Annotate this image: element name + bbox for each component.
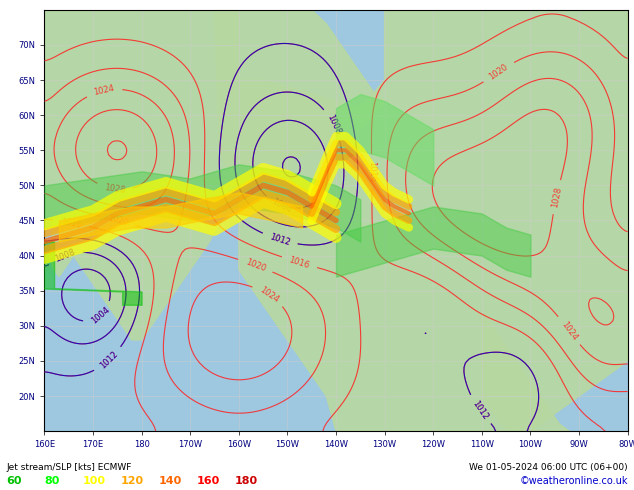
Text: 60: 60 <box>6 476 22 486</box>
Polygon shape <box>482 312 569 431</box>
Text: 1016: 1016 <box>367 161 377 182</box>
Polygon shape <box>214 10 385 185</box>
Text: 180: 180 <box>235 476 257 486</box>
Text: 140: 140 <box>158 476 182 486</box>
Polygon shape <box>49 220 74 277</box>
Text: 1028: 1028 <box>550 186 563 208</box>
Text: 1020: 1020 <box>107 214 129 228</box>
Text: 1020: 1020 <box>244 257 267 273</box>
Text: 1012: 1012 <box>268 232 291 247</box>
Text: 1008: 1008 <box>53 247 76 264</box>
Text: 1004: 1004 <box>89 305 111 326</box>
Text: 1020: 1020 <box>488 62 510 82</box>
Text: 120: 120 <box>120 476 143 486</box>
Text: 1012: 1012 <box>470 399 489 421</box>
Text: We 01-05-2024 06:00 UTC (06+00): We 01-05-2024 06:00 UTC (06+00) <box>469 464 628 472</box>
Polygon shape <box>239 10 628 431</box>
Text: 1004: 1004 <box>270 196 293 215</box>
Text: 1012: 1012 <box>98 349 120 370</box>
Polygon shape <box>44 10 239 340</box>
Text: 1012: 1012 <box>470 399 489 421</box>
Text: 100: 100 <box>82 476 105 486</box>
Text: Jet stream/SLP [kts] ECMWF: Jet stream/SLP [kts] ECMWF <box>6 464 132 472</box>
Text: 1012: 1012 <box>268 232 291 247</box>
Text: 1012: 1012 <box>98 349 120 370</box>
Text: 1008: 1008 <box>325 113 342 136</box>
Text: 160: 160 <box>197 476 220 486</box>
Text: 80: 80 <box>44 476 60 486</box>
Text: 1024: 1024 <box>257 285 280 305</box>
Text: 1028: 1028 <box>103 183 126 195</box>
Text: 1024: 1024 <box>93 84 115 98</box>
Text: 1016: 1016 <box>288 255 311 270</box>
Polygon shape <box>181 164 287 185</box>
Text: 1004: 1004 <box>270 196 293 215</box>
Text: 1004: 1004 <box>89 305 111 326</box>
Text: 1016: 1016 <box>60 217 82 230</box>
Text: ©weatheronline.co.uk: ©weatheronline.co.uk <box>519 476 628 486</box>
Text: 1008: 1008 <box>53 247 76 264</box>
Text: 1008: 1008 <box>325 113 342 136</box>
Text: 1024: 1024 <box>559 319 579 342</box>
